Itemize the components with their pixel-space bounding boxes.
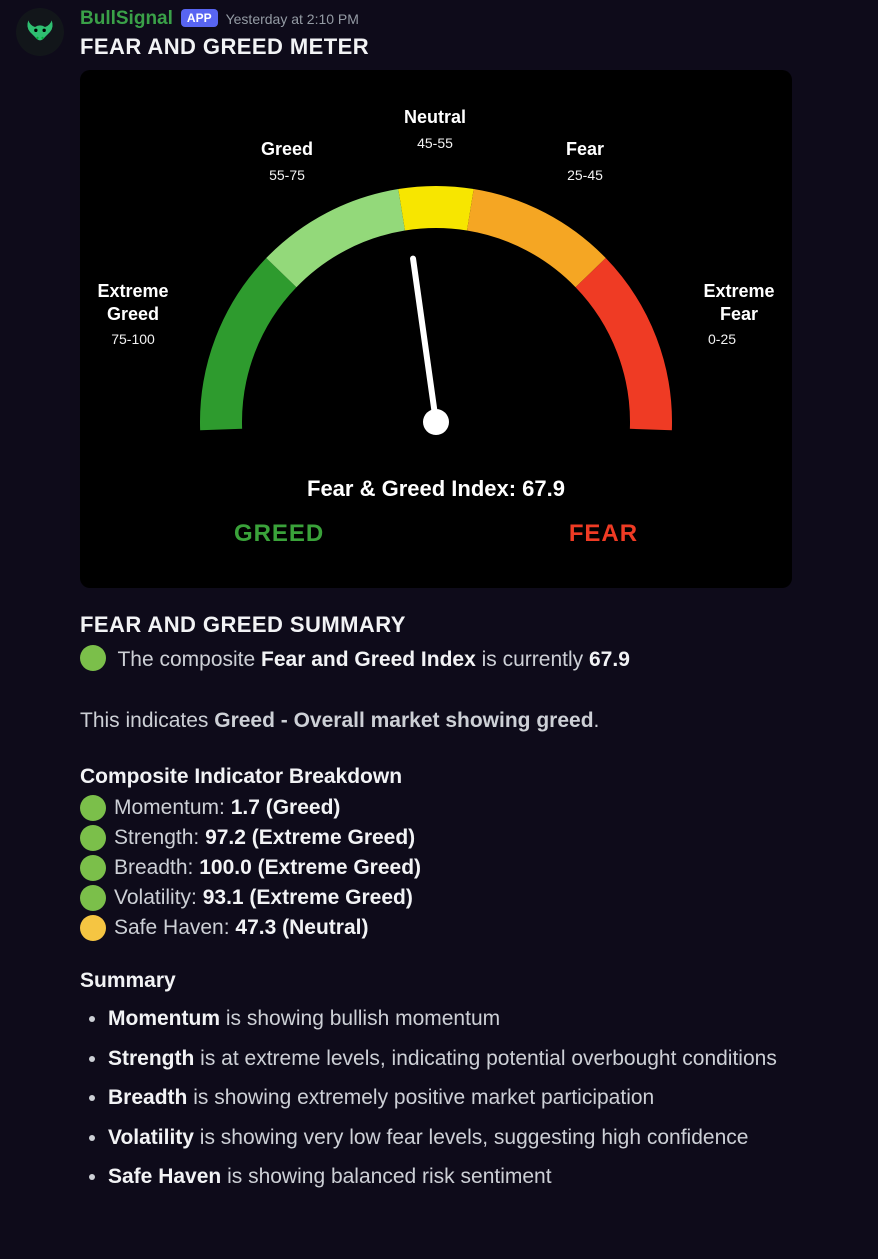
avatar[interactable] xyxy=(16,8,64,56)
summary-title: FEAR AND GREED SUMMARY xyxy=(80,612,862,638)
breakdown-list: Momentum: 1.7 (Greed) Strength: 97.2 (Ext… xyxy=(80,795,862,941)
breakdown-row: Safe Haven: 47.3 (Neutral) xyxy=(80,915,862,941)
status-dot xyxy=(80,885,106,911)
seg-label-neutral: Neutral45-55 xyxy=(390,106,480,152)
index-value-label: Fear & Greed Index: 67.9 xyxy=(80,476,792,502)
list-item: Volatility is showing very low fear leve… xyxy=(108,1122,862,1154)
message-content: BullSignal APP Yesterday at 2:10 PM FEAR… xyxy=(80,8,862,1193)
list-item: Safe Haven is showing balanced risk sent… xyxy=(108,1161,862,1193)
breakdown-title: Composite Indicator Breakdown xyxy=(80,765,862,789)
list-item: Breadth is showing extremely positive ma… xyxy=(108,1082,862,1114)
summary-bullet-list: Momentum is showing bullish momentum Stre… xyxy=(80,1003,862,1193)
status-dot xyxy=(80,645,106,671)
breakdown-row: Strength: 97.2 (Extreme Greed) xyxy=(80,825,862,851)
summary-line-1: The composite Fear and Greed Index is cu… xyxy=(80,644,862,677)
breakdown-row: Momentum: 1.7 (Greed) xyxy=(80,795,862,821)
summary-paragraph: This indicates Greed - Overall market sh… xyxy=(80,705,840,738)
list-item: Momentum is showing bullish momentum xyxy=(108,1003,862,1035)
status-dot xyxy=(80,795,106,821)
message-timestamp: Yesterday at 2:10 PM xyxy=(226,11,359,27)
greed-word: GREED xyxy=(234,520,324,548)
gauge xyxy=(176,162,696,422)
message-header: BullSignal APP Yesterday at 2:10 PM xyxy=(80,8,862,30)
bull-icon xyxy=(20,12,60,52)
breakdown-row: Breadth: 100.0 (Extreme Greed) xyxy=(80,855,862,881)
embed-title: FEAR AND GREED METER xyxy=(80,34,862,60)
list-item: Strength is at extreme levels, indicatin… xyxy=(108,1043,862,1075)
status-dot xyxy=(80,825,106,851)
discord-message: BullSignal APP Yesterday at 2:10 PM FEAR… xyxy=(16,8,862,1193)
status-dot xyxy=(80,855,106,881)
fear-word: FEAR xyxy=(569,520,638,548)
fear-greed-meter-card: ExtremeGreed75-100 Greed55-75 Neutral45-… xyxy=(80,70,792,588)
app-badge: APP xyxy=(181,9,218,27)
status-dot xyxy=(80,915,106,941)
seg-label-extreme-greed: ExtremeGreed75-100 xyxy=(88,280,178,349)
author-name[interactable]: BullSignal xyxy=(80,8,173,30)
breakdown-row: Volatility: 93.1 (Extreme Greed) xyxy=(80,885,862,911)
summary-heading: Summary xyxy=(80,969,862,993)
seg-label-extreme-fear: ExtremeFear0-25 xyxy=(694,280,784,349)
